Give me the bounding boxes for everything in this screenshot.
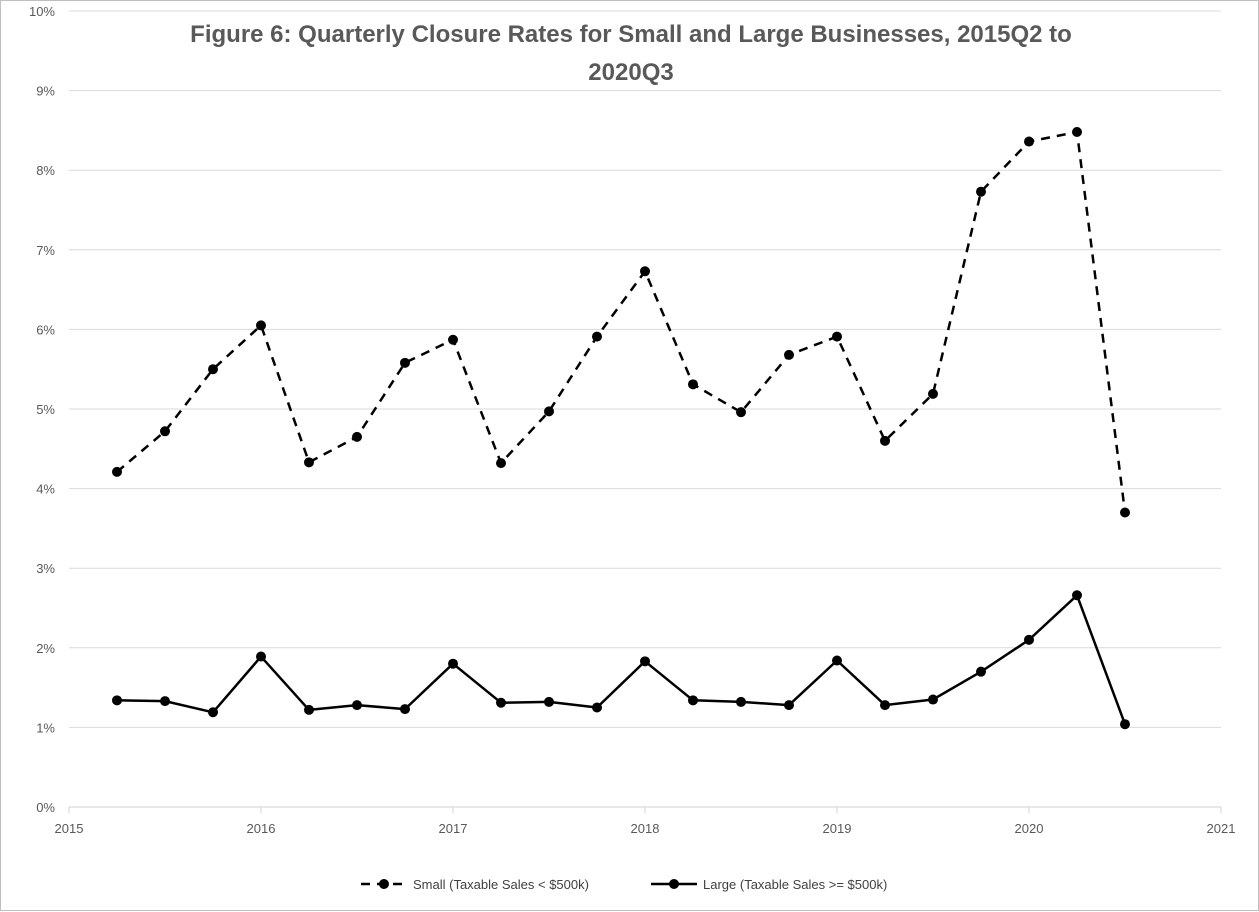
data-point: [544, 406, 554, 417]
data-point: [976, 666, 986, 677]
x-tick-label: 2020: [1015, 821, 1044, 836]
y-tick-label: 8%: [36, 163, 55, 178]
chart-title: Figure 6: Quarterly Closure Rates for Sm…: [190, 21, 1072, 86]
data-point: [496, 697, 506, 708]
data-point: [736, 696, 746, 707]
data-point: [304, 704, 314, 715]
data-point: [1072, 590, 1082, 601]
y-tick-label: 6%: [36, 322, 55, 337]
data-point: [400, 357, 410, 368]
data-point: [1120, 719, 1130, 730]
data-point: [592, 331, 602, 342]
chart-title-line-2: 2020Q3: [588, 59, 673, 86]
data-point: [496, 458, 506, 469]
data-point: [160, 426, 170, 437]
data-point: [688, 695, 698, 706]
data-point: [880, 700, 890, 711]
series: [112, 126, 1130, 730]
y-tick-label: 0%: [36, 800, 55, 815]
data-point: [208, 707, 218, 718]
gridlines: [69, 10, 1221, 728]
data-point: [400, 704, 410, 715]
x-tick-label: 2021: [1207, 821, 1236, 836]
data-point: [832, 655, 842, 666]
data-point: [112, 466, 122, 477]
data-point: [592, 702, 602, 713]
data-point: [928, 388, 938, 399]
data-point: [1024, 136, 1034, 147]
data-point: [304, 457, 314, 468]
data-point: [352, 431, 362, 442]
legend-swatch-marker: [669, 879, 679, 889]
data-point: [112, 695, 122, 706]
y-tick-label: 2%: [36, 641, 55, 656]
legend-label: Large (Taxable Sales >= $500k): [703, 877, 887, 892]
y-tick-label: 9%: [36, 84, 55, 99]
legend-item-small: Small (Taxable Sales < $500k): [361, 877, 589, 892]
data-point: [928, 694, 938, 705]
data-point: [640, 656, 650, 667]
data-point: [640, 266, 650, 277]
y-tick-label: 7%: [36, 243, 55, 258]
y-tick-label: 1%: [36, 720, 55, 735]
data-point: [448, 334, 458, 345]
data-point: [160, 696, 170, 707]
data-point: [1120, 507, 1130, 518]
data-point: [1072, 126, 1082, 137]
y-tick-label: 5%: [36, 402, 55, 417]
data-point: [784, 700, 794, 711]
data-point: [352, 700, 362, 711]
legend-label: Small (Taxable Sales < $500k): [413, 877, 589, 892]
x-tick-label: 2018: [631, 821, 660, 836]
data-point: [688, 379, 698, 390]
series-line: [116, 594, 1127, 725]
series-large: [112, 590, 1130, 730]
data-point: [880, 435, 890, 446]
y-tick-label: 10%: [29, 4, 55, 19]
data-point: [1024, 634, 1034, 645]
data-point: [544, 696, 554, 707]
series-line: [116, 130, 1127, 513]
data-point: [256, 320, 266, 331]
series-small: [112, 126, 1130, 518]
x-tick-label: 2017: [439, 821, 468, 836]
data-point: [832, 331, 842, 342]
legend-item-large: Large (Taxable Sales >= $500k): [651, 877, 887, 892]
legend: Small (Taxable Sales < $500k) Large (Taxa…: [361, 877, 887, 892]
data-point: [448, 658, 458, 669]
x-tick-label: 2019: [823, 821, 852, 836]
data-point: [256, 651, 266, 662]
chart-title-line-1: Figure 6: Quarterly Closure Rates for Sm…: [190, 21, 1072, 48]
data-point: [784, 349, 794, 360]
axes: 0% 1% 2% 3% 4% 5% 6% 7% 8% 9% 10% 2015 2016 2017 2018 2…: [29, 4, 1235, 836]
x-tick-label: 2016: [247, 821, 276, 836]
data-point: [976, 186, 986, 197]
legend-swatch-marker: [379, 879, 389, 889]
data-point: [208, 364, 218, 375]
y-tick-label: 3%: [36, 561, 55, 576]
x-tick-label: 2015: [55, 821, 84, 836]
data-point: [736, 407, 746, 418]
y-tick-label: 4%: [36, 482, 55, 497]
